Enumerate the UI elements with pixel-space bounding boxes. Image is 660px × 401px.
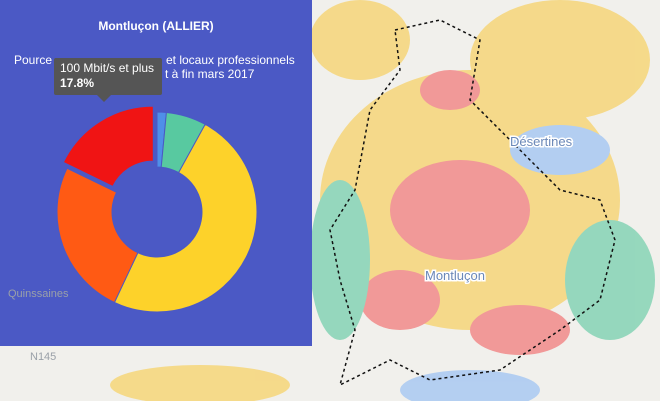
coverage-blobs <box>110 0 655 401</box>
subtitle: t à fin mars 2017 <box>165 67 255 81</box>
map-label: Montluçon <box>425 268 485 283</box>
tooltip-arrow <box>97 95 111 102</box>
tooltip-label: 100 Mbit/s et plus <box>60 61 154 75</box>
tooltip-box <box>54 58 162 95</box>
donut-slice <box>62 105 154 188</box>
map-label: Désertines <box>510 134 573 149</box>
donut-chart <box>56 105 258 313</box>
donut-slice <box>56 167 139 304</box>
subtitle: et locaux professionnels <box>166 53 295 67</box>
subtitle: Pource <box>14 53 52 67</box>
commune-border <box>329 19 616 387</box>
map-label: Quinssaines <box>8 288 69 300</box>
tooltip-value: 17.8% <box>60 76 94 90</box>
chart-title: Montluçon (ALLIER) <box>98 19 213 33</box>
tooltip: 100 Mbit/s et plus 17.8% <box>54 58 162 102</box>
road-label: N145 <box>30 351 56 363</box>
donut-slice <box>113 123 258 313</box>
